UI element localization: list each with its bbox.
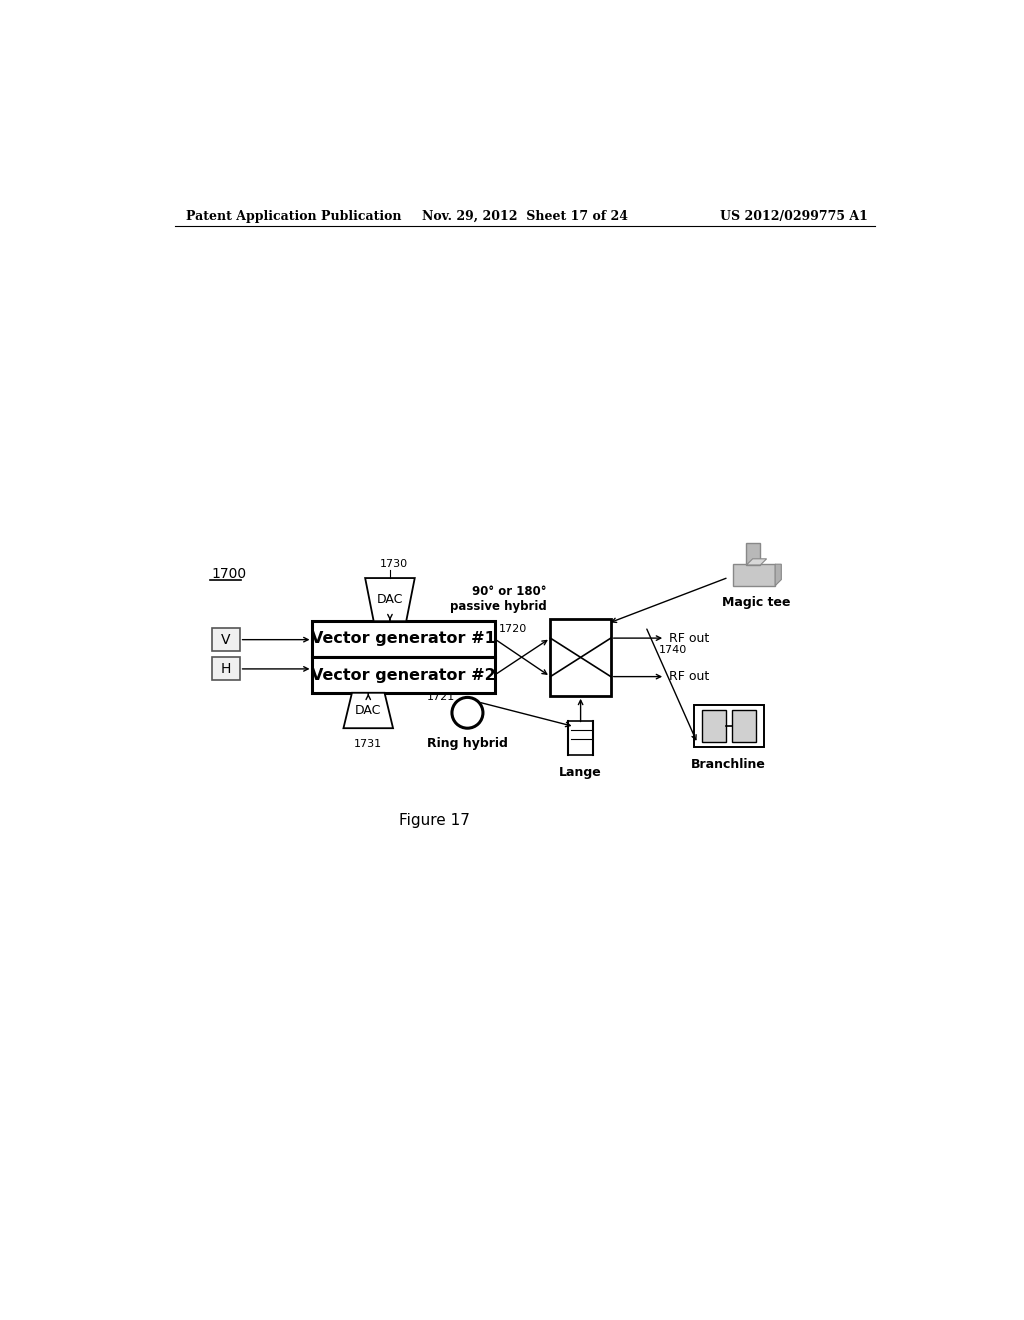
Text: 1721: 1721 — [426, 693, 455, 702]
Text: 90° or 180°
passive hybrid: 90° or 180° passive hybrid — [450, 585, 547, 612]
Text: H: H — [220, 661, 230, 676]
Text: Vector generator #1: Vector generator #1 — [311, 631, 496, 647]
FancyBboxPatch shape — [312, 622, 495, 656]
Text: 1740: 1740 — [658, 644, 687, 655]
Text: Patent Application Publication: Patent Application Publication — [186, 210, 401, 223]
Text: Vector generator #2: Vector generator #2 — [311, 668, 496, 682]
Text: RF out: RF out — [669, 671, 710, 684]
Text: 1730: 1730 — [380, 558, 408, 569]
Text: Figure 17: Figure 17 — [398, 813, 470, 828]
Text: RF out: RF out — [669, 631, 710, 644]
FancyBboxPatch shape — [693, 705, 764, 747]
Text: 1700: 1700 — [212, 568, 247, 581]
FancyBboxPatch shape — [550, 619, 611, 696]
FancyBboxPatch shape — [701, 710, 726, 742]
FancyBboxPatch shape — [746, 544, 761, 565]
Text: US 2012/0299775 A1: US 2012/0299775 A1 — [720, 210, 868, 223]
Polygon shape — [343, 693, 393, 729]
FancyBboxPatch shape — [732, 710, 756, 742]
Text: Lange: Lange — [559, 766, 602, 779]
FancyBboxPatch shape — [312, 657, 495, 693]
Text: 1731: 1731 — [354, 739, 382, 748]
Text: Magic tee: Magic tee — [722, 595, 790, 609]
FancyBboxPatch shape — [212, 628, 240, 651]
Text: Nov. 29, 2012  Sheet 17 of 24: Nov. 29, 2012 Sheet 17 of 24 — [422, 210, 628, 223]
Text: 1720: 1720 — [499, 624, 526, 634]
FancyBboxPatch shape — [732, 564, 775, 586]
Text: Branchline: Branchline — [691, 758, 766, 771]
Text: V: V — [221, 632, 230, 647]
Polygon shape — [366, 578, 415, 622]
Text: Ring hybrid: Ring hybrid — [427, 738, 508, 751]
FancyBboxPatch shape — [212, 657, 240, 681]
Polygon shape — [775, 564, 781, 586]
Text: DAC: DAC — [355, 704, 381, 717]
Polygon shape — [746, 558, 767, 565]
Text: DAC: DAC — [377, 593, 403, 606]
